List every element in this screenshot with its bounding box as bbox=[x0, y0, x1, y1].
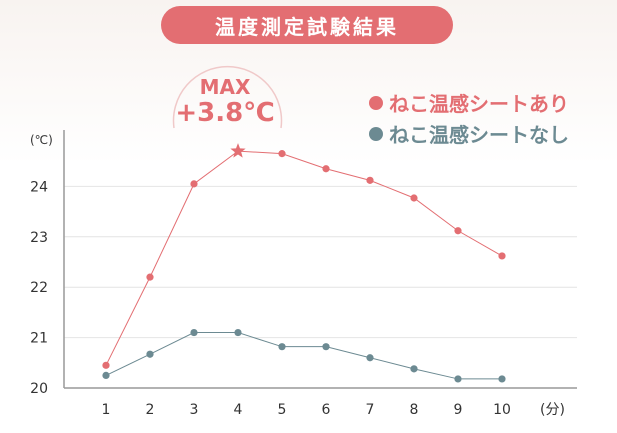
y-tick-label-21: 21 bbox=[30, 331, 48, 347]
legend-marker-without-sheet bbox=[369, 126, 383, 141]
x-tick-label-10: 10 bbox=[493, 402, 511, 418]
x-tick-label-9: 9 bbox=[454, 402, 463, 418]
x-tick-label-6: 6 bbox=[322, 402, 331, 418]
legend-marker-with-sheet bbox=[369, 95, 383, 110]
series-1-point-5 bbox=[278, 343, 286, 351]
series-1-point-1 bbox=[102, 371, 110, 379]
series-0-point-1 bbox=[102, 361, 110, 369]
chart-title: 温度測定試験結果 bbox=[161, 6, 453, 44]
x-tick-label-1: 1 bbox=[102, 402, 111, 418]
y-tick-label-20: 20 bbox=[30, 381, 48, 397]
series-line-0 bbox=[105, 150, 503, 366]
y-tick-label-23: 23 bbox=[30, 230, 48, 246]
series-0-point-8 bbox=[410, 194, 418, 202]
x-axis-unit: (分) bbox=[540, 402, 565, 418]
max-star-marker bbox=[230, 143, 246, 158]
legend-item-without-sheet: ねこ温感シートなし bbox=[369, 119, 569, 148]
series-0-point-5 bbox=[278, 150, 286, 158]
series-1-point-4 bbox=[234, 328, 242, 337]
series-1-point-3 bbox=[190, 328, 198, 337]
x-tick-label-2: 2 bbox=[146, 402, 155, 418]
series-1-point-2 bbox=[146, 350, 154, 358]
series-1-point-9 bbox=[454, 375, 462, 383]
x-tick-label-8: 8 bbox=[410, 402, 419, 418]
series-1-point-7 bbox=[366, 354, 374, 362]
series-0-point-2 bbox=[146, 273, 154, 281]
y-tick-label-24: 24 bbox=[30, 179, 48, 195]
series-0-point-7 bbox=[366, 176, 374, 184]
series-0-point-6 bbox=[322, 165, 330, 173]
max-badge-value: +3.8℃ bbox=[175, 98, 275, 128]
x-tick-label-3: 3 bbox=[190, 402, 199, 418]
y-tick-label-22: 22 bbox=[30, 280, 48, 296]
max-badge-arc bbox=[172, 66, 283, 129]
x-tick-label-7: 7 bbox=[366, 402, 375, 418]
series-line-1 bbox=[105, 332, 502, 380]
series-1-point-8 bbox=[410, 365, 418, 373]
series-0-point-9 bbox=[454, 227, 462, 235]
y-axis-unit: (℃) bbox=[30, 133, 53, 147]
x-tick-label-5: 5 bbox=[278, 402, 287, 418]
max-badge-label: MAX bbox=[199, 75, 251, 99]
max-badge: MAX +3.8℃ bbox=[170, 76, 280, 146]
series-1-point-6 bbox=[322, 343, 330, 351]
legend-label-with-sheet: ねこ温感シートあり bbox=[389, 92, 569, 116]
series-0-point-10 bbox=[498, 252, 506, 260]
series-1-point-10 bbox=[498, 375, 506, 383]
legend-item-with-sheet: ねこ温感シートあり bbox=[369, 88, 569, 117]
series-0-point-3 bbox=[190, 180, 198, 188]
legend-label-without-sheet: ねこ温感シートなし bbox=[389, 123, 569, 147]
x-tick-label-4: 4 bbox=[234, 402, 243, 418]
